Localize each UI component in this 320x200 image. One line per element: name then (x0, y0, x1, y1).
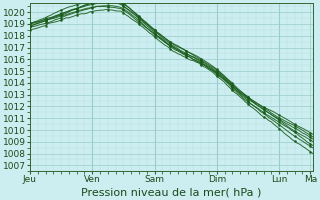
X-axis label: Pression niveau de la mer( hPa ): Pression niveau de la mer( hPa ) (81, 187, 261, 197)
